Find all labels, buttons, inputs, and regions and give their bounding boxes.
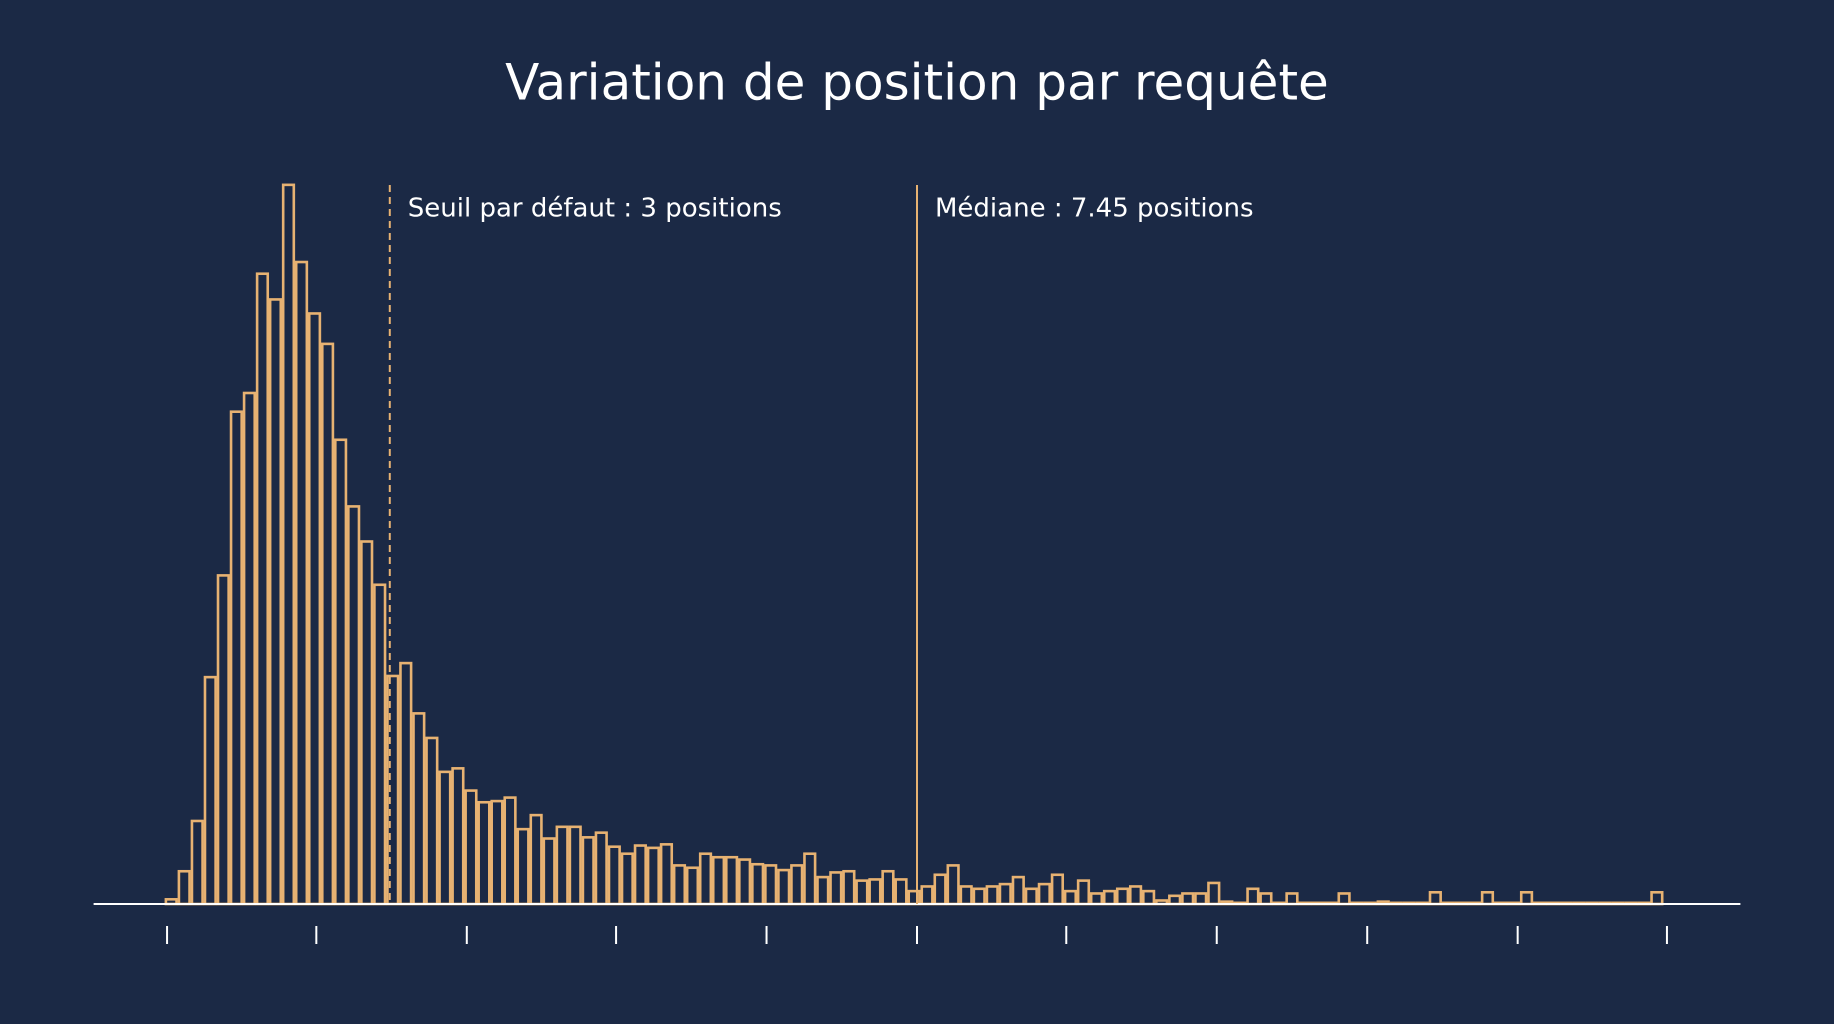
chart-title: Variation de position par requête bbox=[505, 54, 1329, 112]
annotation-label: Médiane : 7.45 positions bbox=[935, 194, 1254, 224]
annotation-label: Seuil par défaut : 3 positions bbox=[408, 194, 782, 224]
